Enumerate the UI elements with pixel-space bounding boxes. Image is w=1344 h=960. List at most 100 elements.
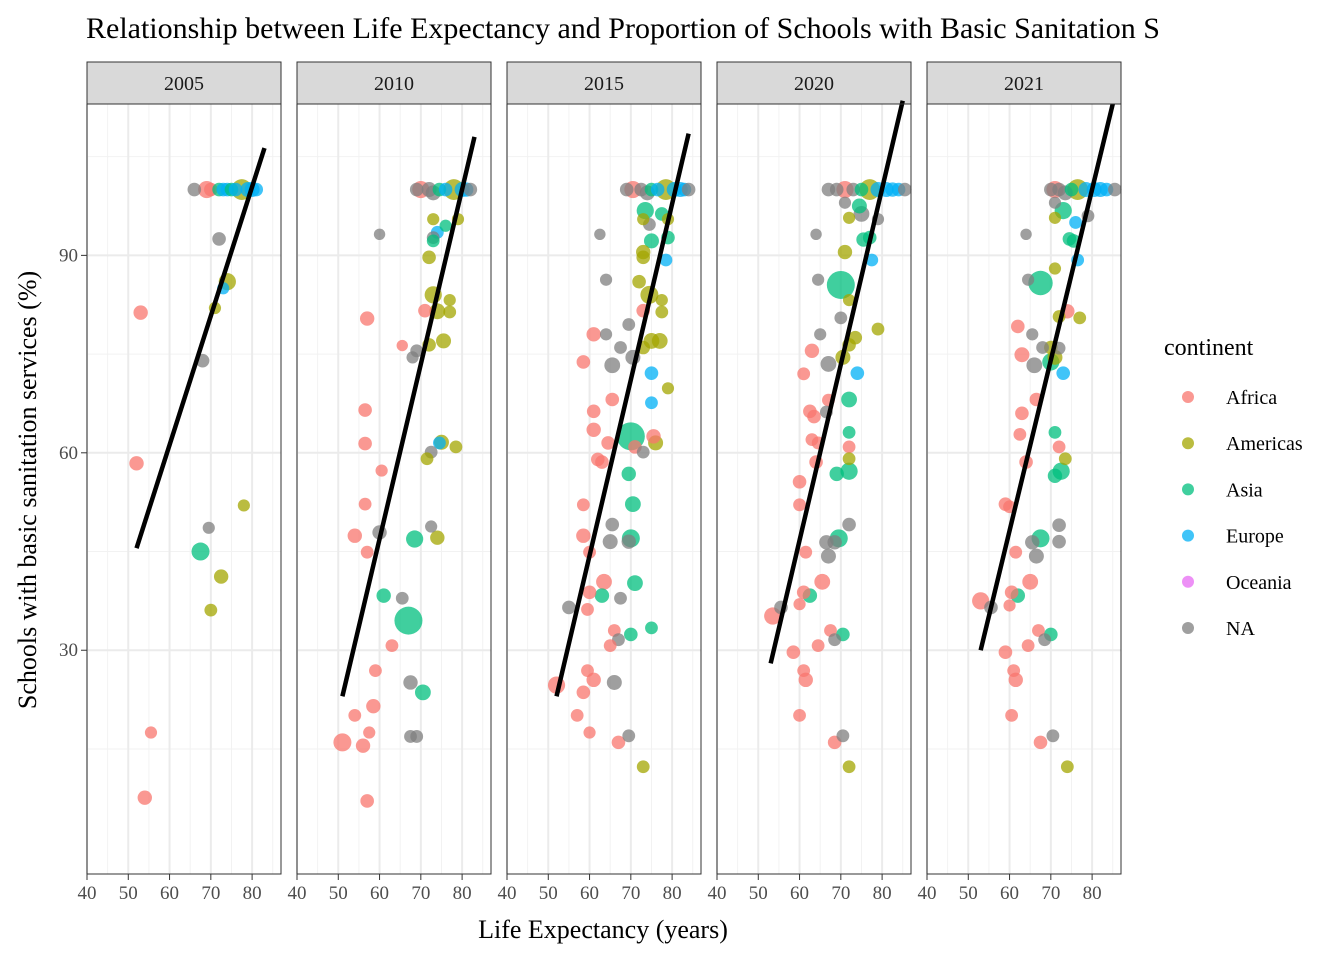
data-point-africa [586,422,601,437]
x-tick-label: 50 [119,883,138,904]
panel-border [506,103,702,875]
data-point-asia [394,606,423,635]
x-tick-label: 40 [78,883,97,904]
x-tick-label: 40 [918,883,937,904]
x-tick-label: 60 [370,883,389,904]
x-tick-label: 80 [1083,883,1102,904]
data-point-africa [1021,639,1035,653]
data-point-africa [1022,573,1039,590]
x-tick-label: 60 [580,883,599,904]
data-point-americas [443,294,456,307]
data-point-africa [1014,347,1030,363]
data-point-asia [414,684,431,701]
legend-label-europe: Europe [1226,526,1284,548]
data-point-americas [871,322,885,336]
data-point-africa [129,456,144,471]
data-point-africa [793,708,806,722]
data-point-na [842,517,856,532]
x-tick-label: 50 [959,883,978,904]
data-point-na [1020,228,1032,241]
data-point-na [1038,633,1052,647]
facet-strip-label: 2020 [794,73,834,95]
data-point-asia [842,426,856,439]
data-point-africa [418,303,432,318]
data-point-asia [840,462,858,480]
data-point-na [1025,535,1040,550]
data-point-americas [636,250,651,265]
data-point-americas [430,530,445,545]
panel-border [716,103,912,875]
data-point-na [1046,729,1060,743]
data-point-asia [851,198,867,214]
data-point-africa [646,429,661,444]
legend-label-asia: Asia [1226,479,1263,501]
facet-strip-label: 2010 [374,73,414,95]
data-point-africa [348,708,362,722]
x-axis-title: Life Expectancy (years) [478,915,728,944]
data-point-na [1036,341,1049,354]
data-point-africa [1013,427,1027,441]
data-point-africa [793,598,806,611]
panel-background [297,104,491,874]
data-point-asia [841,391,857,408]
x-tick-label: 50 [539,883,558,904]
data-point-asia [1047,468,1063,484]
data-point-europe [865,253,879,267]
data-point-europe [850,366,865,380]
panel-border [296,103,492,875]
x-tick-label: 70 [201,883,220,904]
data-point-na [828,633,842,647]
data-point-na [602,534,618,550]
data-point-na [599,273,613,286]
data-point-asia [829,466,844,482]
data-point-africa [792,474,807,489]
x-tick-label: 40 [708,883,727,904]
legend-key-na [1182,622,1194,634]
data-point-africa [793,498,806,512]
facet-strip [296,61,492,105]
data-point-africa [582,585,597,600]
data-point-africa [137,790,152,805]
data-point-na [838,196,852,209]
data-point-na [1052,518,1066,532]
x-tick-label: 80 [243,883,262,904]
data-point-africa [355,738,371,753]
x-tick-label: 80 [453,883,472,904]
data-point-africa [842,440,856,454]
data-point-americas [1073,311,1087,325]
data-point-africa [797,664,811,678]
data-point-africa [360,794,374,808]
data-point-americas [1048,211,1062,224]
data-point-asia [643,233,659,249]
data-point-africa [1032,624,1045,637]
panel-border [86,103,282,875]
data-point-na [1026,328,1039,341]
data-point-na [410,730,424,743]
data-point-na [636,445,650,459]
y-tick-label: 30 [59,640,78,661]
x-tick-label: 50 [329,883,348,904]
facet-strip [926,61,1122,105]
data-point-asia [191,542,210,561]
x-tick-label: 70 [411,883,430,904]
x-tick-label: 40 [288,883,307,904]
data-point-africa [333,733,352,752]
data-point-europe [650,182,665,197]
chart-title: Relationship between Life Expectancy and… [86,12,1160,45]
data-point-na [836,729,850,743]
legend-label-na: NA [1226,618,1255,640]
data-point-africa [814,573,831,590]
trend-line [134,147,267,549]
data-point-africa [358,497,372,511]
x-tick-label: 60 [790,883,809,904]
data-point-americas [1048,262,1062,275]
data-point-europe [645,396,658,410]
data-point-africa [605,392,620,407]
data-point-africa [360,545,374,559]
data-point-asia [376,588,391,603]
x-tick-label: 60 [1000,883,1019,904]
legend-key-oceania [1182,575,1194,588]
legend-label-oceania: Oceania [1226,572,1292,594]
data-point-na [834,311,848,325]
facet-panel-2020: 2020 40 50 60 70 80 [708,61,912,904]
